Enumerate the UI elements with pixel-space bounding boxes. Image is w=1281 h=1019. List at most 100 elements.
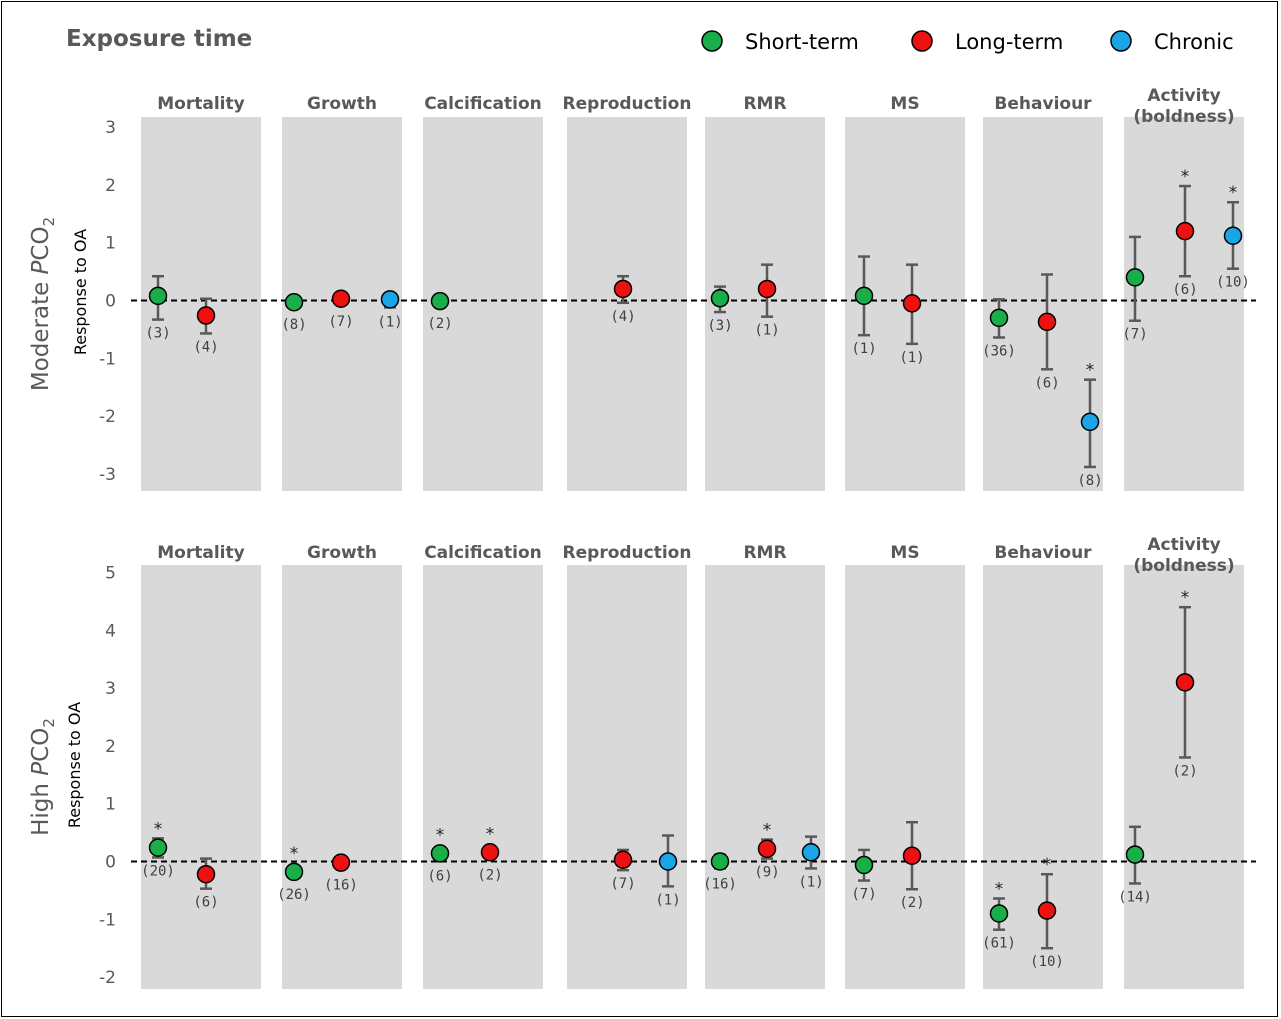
data-point-reproduction-long-term: (7) (610, 848, 636, 892)
point-marker (613, 850, 633, 870)
point-marker (989, 308, 1009, 328)
y-tick-label: 4 (105, 621, 116, 641)
sample-size-label: (3) (145, 326, 170, 342)
category-label-mortality: Mortality (157, 94, 244, 114)
y-axis-label: Response to OA (65, 702, 84, 828)
category-label-reproduction: Reproduction (563, 94, 692, 114)
sample-size-label: (7) (610, 876, 635, 892)
data-point-behaviour-short-term: (36) (982, 298, 1016, 359)
significance-asterisk: * (1181, 588, 1190, 608)
data-point-reproduction-chronic: (1) (655, 834, 681, 908)
category-label-behaviour: Behaviour (994, 94, 1092, 114)
significance-asterisk: * (763, 821, 772, 841)
point-marker (1125, 845, 1145, 864)
point-marker (989, 904, 1009, 923)
point-marker (284, 862, 304, 882)
significance-asterisk: * (436, 825, 445, 845)
point-marker (757, 279, 777, 299)
category-label-ms: MS (890, 543, 919, 563)
point-marker (430, 844, 450, 863)
data-point-mortality-long-term: (4) (193, 297, 219, 355)
data-point-activity-boldness-short-term: (7) (1122, 235, 1148, 343)
point-marker (430, 291, 450, 311)
y-tick-label: 0 (105, 853, 116, 873)
data-point-calcification-long-term: (2) * (477, 824, 502, 883)
category-label-mortality: Mortality (157, 543, 244, 563)
data-point-ms-long-term: (2) (899, 820, 925, 911)
data-point-rmr-long-term: (9) * (754, 821, 779, 881)
data-point-activity-boldness-long-term: (6) * (1172, 167, 1197, 298)
category-panel-reproduction (567, 565, 687, 989)
sample-size-label: (6) (1034, 375, 1059, 391)
sample-size-label: (2) (1172, 763, 1197, 779)
data-point-behaviour-chronic: (8) * (1077, 361, 1102, 489)
point-marker (658, 852, 678, 871)
point-marker (1223, 226, 1243, 246)
data-point-growth-long-term: (7) (328, 289, 354, 330)
point-marker (1037, 312, 1057, 332)
data-point-rmr-chronic: (1) (798, 835, 824, 890)
point-marker (148, 838, 168, 857)
data-point-mortality-short-term: (20) * (141, 819, 175, 879)
sample-size-label: (16) (703, 877, 737, 893)
category-panel-ms (845, 565, 965, 989)
legend-marker-short-term (701, 30, 723, 52)
point-marker (380, 290, 400, 309)
point-marker (284, 292, 304, 312)
data-point-reproduction-long-term: (4) (610, 274, 636, 325)
point-marker (854, 855, 874, 875)
y-tick-label: 5 (105, 564, 116, 584)
data-point-growth-long-term: (16) (324, 853, 358, 894)
data-point-behaviour-long-term: (6) (1034, 273, 1060, 391)
point-marker (801, 843, 821, 862)
data-point-mortality-short-term: (3) (145, 274, 171, 342)
category-label-reproduction: Reproduction (563, 543, 692, 563)
category-panel-mortality (141, 565, 261, 989)
sample-size-label: (1) (377, 314, 402, 330)
point-marker (331, 853, 351, 872)
sample-size-label: (10) (1030, 954, 1064, 970)
category-panel-activity-boldness (1124, 117, 1244, 491)
data-point-growth-chronic: (1) (377, 290, 403, 330)
category-label-behaviour: Behaviour (994, 543, 1092, 563)
category-label-rmr: RMR (743, 543, 786, 563)
point-marker (854, 286, 874, 306)
category-label-activity-boldness: Activity (1147, 86, 1220, 106)
point-marker (148, 286, 168, 306)
point-marker (710, 288, 730, 308)
point-marker (196, 306, 216, 325)
y-tick-label: 1 (105, 234, 116, 254)
significance-asterisk: * (290, 844, 299, 864)
legend: Short-term Long-term Chronic (701, 30, 1234, 54)
sample-size-label: (7) (328, 314, 353, 330)
point-marker (1175, 221, 1195, 241)
point-marker (710, 852, 730, 871)
sample-size-label: (7) (1122, 327, 1147, 343)
data-point-ms-short-term: (1) (851, 255, 877, 357)
point-marker (613, 279, 633, 299)
legend-label-chronic: Chronic (1154, 30, 1234, 54)
data-point-behaviour-short-term: (61) * (982, 879, 1016, 951)
y-tick-label: -3 (99, 465, 116, 485)
panels: Mortality Growth Calcification Reproduction… (28, 86, 1256, 989)
data-point-growth-short-term: (8) (281, 292, 307, 333)
y-tick-label: -1 (99, 349, 116, 369)
data-point-mortality-long-term: (6) (193, 857, 219, 911)
point-marker (1125, 268, 1145, 287)
category-label-growth: Growth (307, 543, 377, 563)
legend-marker-chronic (1110, 30, 1132, 52)
sample-size-label: (9) (754, 865, 779, 881)
significance-asterisk: * (1181, 167, 1190, 187)
sample-size-label: (1) (851, 341, 876, 357)
y-tick-label: 3 (105, 118, 116, 138)
data-point-rmr-long-term: (1) (754, 263, 780, 339)
panel-moderate-pco2: Mortality Growth Calcification Reproduction… (28, 86, 1256, 491)
point-marker (331, 289, 351, 309)
category-panel-rmr (705, 565, 825, 989)
data-point-growth-short-term: (26) * (277, 844, 311, 903)
panel-high-pco2: Mortality Growth Calcification Reproduction… (28, 535, 1256, 989)
sample-size-label: (6) (427, 868, 452, 884)
significance-asterisk: * (486, 824, 495, 844)
y-tick-label: -1 (99, 910, 116, 930)
